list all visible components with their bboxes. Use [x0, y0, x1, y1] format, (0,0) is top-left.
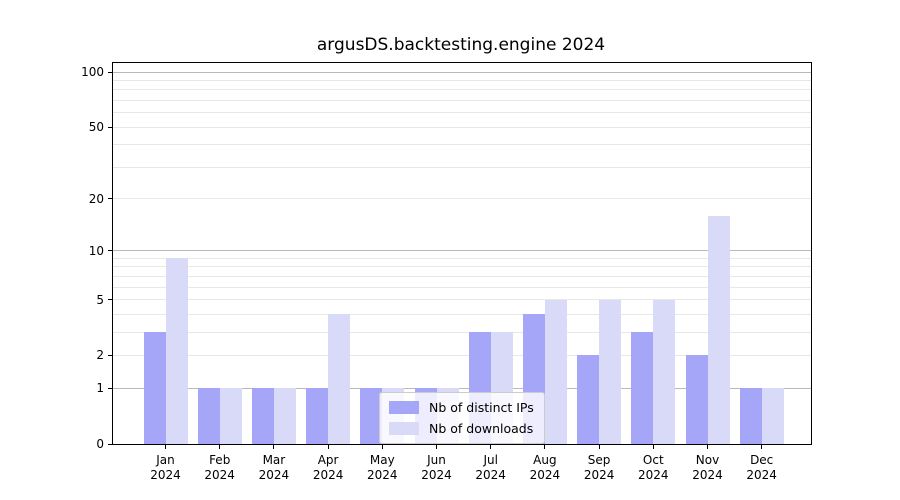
y-tick-label-10: 10	[88, 243, 104, 258]
y-tick-label-50: 50	[88, 120, 104, 135]
bar-mar-downloads	[273, 388, 296, 444]
bar-jan-distinct-ips	[143, 332, 166, 444]
y-tick-1	[108, 387, 112, 389]
legend: Nb of distinct IPs Nb of downloads	[379, 392, 545, 444]
y-tick-0	[108, 443, 112, 445]
x-tick-label-may: May 2024	[367, 453, 398, 482]
x-tick-dec	[761, 445, 763, 449]
x-tick-label-aug: Aug 2024	[529, 453, 561, 482]
gridline-1	[113, 387, 811, 389]
x-tick-feb	[219, 445, 221, 449]
gridline-30	[113, 166, 811, 168]
gridline-10	[113, 250, 811, 252]
plot-area: Nb of distinct IPs Nb of downloads	[112, 62, 812, 445]
y-tick-label-20: 20	[88, 191, 104, 206]
y-tick-50	[108, 126, 112, 128]
bar-sep-downloads	[599, 299, 622, 444]
x-tick-label-nov: Nov 2024	[692, 453, 723, 482]
chart-title: argusDS.backtesting.engine 2024	[316, 35, 606, 55]
gridline-40	[113, 144, 811, 146]
gridline-20	[113, 198, 811, 200]
gridline-4	[113, 313, 811, 315]
x-tick-label-mar: Mar 2024	[258, 453, 290, 482]
x-tick-label-jul: Jul 2024	[475, 453, 506, 482]
legend-label: Nb of distinct IPs	[429, 400, 534, 415]
x-tick-jul	[490, 445, 492, 449]
legend-item-distinct-ips: Nb of distinct IPs	[389, 400, 534, 415]
gridline-6	[113, 286, 811, 288]
bar-dec-distinct-ips	[739, 388, 762, 444]
y-tick-10	[108, 250, 112, 252]
x-tick-aug	[544, 445, 546, 449]
bar-nov-distinct-ips	[685, 355, 708, 444]
ips-swatch-icon	[389, 401, 419, 414]
bar-nov-downloads	[707, 215, 730, 444]
y-tick-label-100: 100	[81, 65, 104, 79]
gridline-50	[113, 126, 811, 128]
gridline-5	[113, 299, 811, 301]
x-tick-label-oct: Oct 2024	[638, 453, 669, 482]
bar-may-distinct-ips	[360, 388, 383, 444]
y-tick-20	[108, 198, 112, 200]
gridline-80	[113, 89, 811, 91]
bar-oct-distinct-ips	[631, 332, 654, 444]
y-tick-label-2: 2	[96, 348, 104, 363]
gridline-3	[113, 331, 811, 333]
x-tick-label-apr: Apr 2024	[312, 453, 344, 482]
y-tick-label-0: 0	[96, 437, 104, 451]
y-tick-100	[108, 71, 112, 73]
y-tick-label-5: 5	[96, 292, 104, 307]
legend-label: Nb of downloads	[429, 421, 534, 436]
gridline-60	[113, 112, 811, 114]
gridline-70	[113, 99, 811, 101]
x-tick-sep	[598, 445, 600, 449]
x-tick-jan	[165, 445, 166, 449]
bar-mar-distinct-ips	[251, 388, 274, 444]
x-tick-nov	[707, 445, 708, 449]
bar-aug-downloads	[544, 299, 567, 444]
bar-feb-downloads	[219, 388, 242, 444]
gridline-9	[113, 257, 811, 259]
legend-item-downloads: Nb of downloads	[389, 421, 534, 436]
bar-apr-downloads	[328, 314, 351, 444]
x-tick-label-dec: Dec 2024	[746, 453, 777, 482]
bar-feb-distinct-ips	[197, 388, 220, 444]
gridline-100	[113, 71, 811, 73]
bar-sep-distinct-ips	[577, 355, 600, 444]
gridline-2	[113, 354, 811, 356]
gridline-8	[113, 266, 811, 268]
x-tick-label-sep: Sep 2024	[583, 453, 615, 482]
bar-oct-downloads	[653, 299, 676, 444]
bar-dec-downloads	[761, 388, 784, 444]
x-tick-jun	[436, 445, 437, 449]
x-tick-label-feb: Feb 2024	[204, 453, 235, 482]
x-tick-apr	[327, 445, 329, 449]
y-tick-2	[108, 354, 112, 356]
x-tick-may	[381, 445, 383, 449]
x-tick-oct	[652, 445, 654, 449]
x-tick-mar	[273, 445, 275, 449]
x-tick-label-jan: Jan 2024	[150, 453, 181, 482]
bar-jan-downloads	[165, 258, 188, 444]
y-tick-label-1: 1	[96, 381, 104, 396]
gridline-90	[113, 79, 811, 81]
gridline-7	[113, 275, 811, 277]
x-tick-label-jun: Jun 2024	[421, 453, 452, 482]
y-tick-5	[108, 299, 112, 301]
downloads-swatch-icon	[389, 422, 419, 435]
bar-apr-distinct-ips	[306, 388, 329, 444]
